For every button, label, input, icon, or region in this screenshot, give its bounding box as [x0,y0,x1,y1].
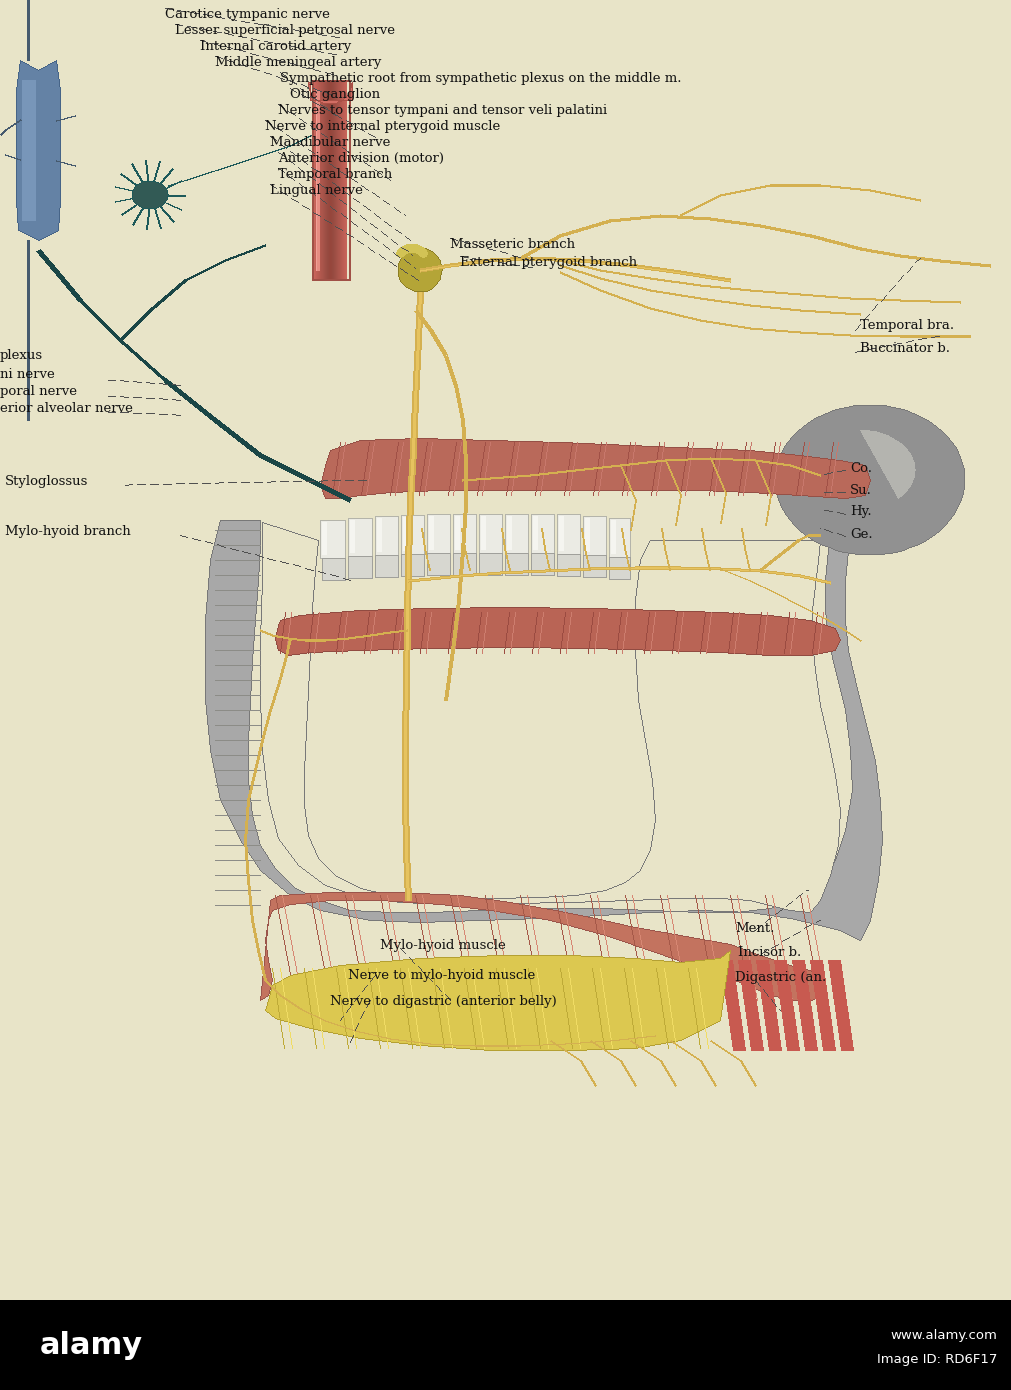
Text: alamy: alamy [40,1330,143,1359]
Text: Buccinator b.: Buccinator b. [859,342,949,354]
Text: Image ID: RD6F17: Image ID: RD6F17 [876,1354,996,1366]
Text: plexus: plexus [0,349,43,361]
Text: Temporal branch: Temporal branch [278,168,392,181]
Text: Nerve to digastric (anterior belly): Nerve to digastric (anterior belly) [330,995,556,1009]
Text: Temporal bra.: Temporal bra. [859,320,953,332]
Text: Nerve to mylo-hyoid muscle: Nerve to mylo-hyoid muscle [348,969,535,981]
Text: Carotice tympanic nerve: Carotice tympanic nerve [165,8,330,21]
Text: Nerves to tensor tympani and tensor veli palatini: Nerves to tensor tympani and tensor veli… [278,104,607,117]
Text: Mandibular nerve: Mandibular nerve [270,136,390,149]
Text: Ment.: Ment. [734,922,773,934]
Text: Anterior division (motor): Anterior division (motor) [278,152,444,165]
Text: Internal carotid artery: Internal carotid artery [200,40,351,53]
Text: Middle meningeal artery: Middle meningeal artery [214,56,381,70]
Text: www.alamy.com: www.alamy.com [890,1329,996,1341]
Text: Mylo-hyoid muscle: Mylo-hyoid muscle [379,938,506,952]
Text: Lingual nerve: Lingual nerve [270,183,363,197]
Text: Nerve to internal pterygoid muscle: Nerve to internal pterygoid muscle [265,120,499,133]
Text: erior alveolar nerve: erior alveolar nerve [0,403,132,416]
Text: Su.: Su. [849,484,871,496]
Text: Incisor b.: Incisor b. [737,945,801,959]
Text: Mylo-hyoid branch: Mylo-hyoid branch [5,525,130,538]
Text: poral nerve: poral nerve [0,385,77,399]
Text: External pterygoid branch: External pterygoid branch [460,256,637,270]
Text: Masseteric branch: Masseteric branch [450,238,574,252]
Text: Hy.: Hy. [849,506,870,518]
Text: Otic ganglion: Otic ganglion [290,88,380,101]
Text: Styloglossus: Styloglossus [5,475,88,488]
Text: Digastric (an.: Digastric (an. [734,972,825,984]
Text: Co.: Co. [849,461,871,474]
Text: ni nerve: ni nerve [0,368,55,381]
Text: Ge.: Ge. [849,527,871,541]
Text: Sympathetic root from sympathetic plexus on the middle m.: Sympathetic root from sympathetic plexus… [280,72,680,85]
Text: Lesser superficial petrosal nerve: Lesser superficial petrosal nerve [175,24,394,38]
